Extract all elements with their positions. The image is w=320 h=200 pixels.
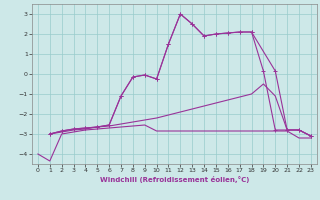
X-axis label: Windchill (Refroidissement éolien,°C): Windchill (Refroidissement éolien,°C) [100,176,249,183]
